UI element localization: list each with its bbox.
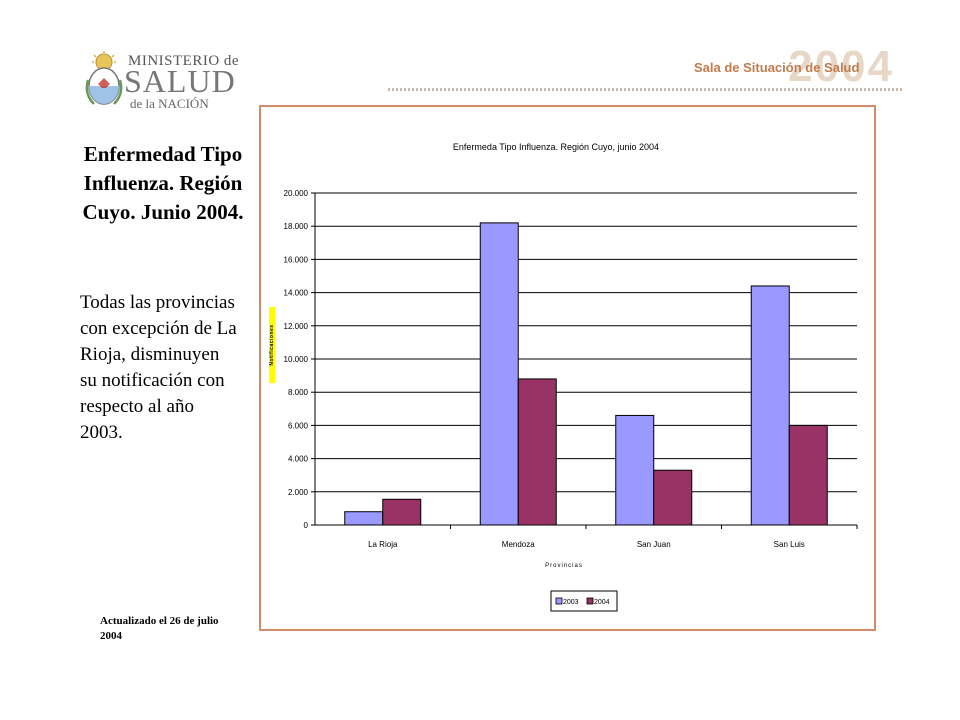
y-tick-label: 8.000 <box>288 388 309 397</box>
legend-label: 2003 <box>563 599 579 606</box>
chart-frame: Enfermeda Tipo Influenza. Región Cuyo, j… <box>259 105 876 631</box>
legend-swatch-2004 <box>586 597 594 605</box>
bar-2003 <box>615 414 655 526</box>
logo-ministry-text: MINISTERIO de <box>128 53 240 69</box>
logo-salud-text: SALUD <box>124 63 236 99</box>
update-note: Actualizado el 26 de julio 2004 <box>100 615 219 642</box>
x-tick-label: San Juan <box>637 540 671 549</box>
header-divider <box>388 88 904 91</box>
program-banner: 2004 Sala de Situación de Salud <box>690 42 902 96</box>
y-tick-label: 14.000 <box>284 289 309 298</box>
x-tick-label: Mendoza <box>502 540 535 549</box>
legend-box <box>550 590 618 612</box>
banner-year: 2004 <box>788 42 894 91</box>
y-tick-label: 0 <box>304 521 309 530</box>
bar-2003 <box>750 285 790 526</box>
ylabel-highlight <box>269 307 275 383</box>
banner-program-title: Sala de Situación de Salud <box>694 60 860 75</box>
coat-of-arms-icon <box>85 51 123 105</box>
slide-description: Todas las provincias con excepción de La… <box>80 292 237 443</box>
x-tick-label: San Luis <box>774 540 805 549</box>
bar-chart: Enfermeda Tipo Influenza. Región Cuyo, j… <box>269 142 858 612</box>
y-tick-label: 6.000 <box>288 421 309 430</box>
chart-title: Enfermeda Tipo Influenza. Región Cuyo, j… <box>453 142 659 152</box>
bar-2004 <box>788 424 828 526</box>
y-tick-label: 10.000 <box>284 355 309 364</box>
bar-2004 <box>653 469 693 526</box>
y-axis-label: Notificaciones <box>269 324 275 365</box>
y-tick-label: 4.000 <box>288 455 309 464</box>
y-tick-label: 20.000 <box>284 189 309 198</box>
y-tick-label: 12.000 <box>284 322 309 331</box>
logo-nacion-text: de la NACIÓN <box>130 96 209 111</box>
slide-title: Enfermedad Tipo Influenza. Región Cuyo. … <box>82 142 244 224</box>
bar-2003 <box>479 222 519 526</box>
y-tick-label: 2.000 <box>288 488 309 497</box>
y-tick-label: 18.000 <box>284 222 309 231</box>
legend-swatch-2003 <box>555 597 563 605</box>
y-tick-label: 16.000 <box>284 255 309 264</box>
bar-2003 <box>344 511 384 526</box>
bar-2004 <box>517 378 557 526</box>
x-tick-label: La Rioja <box>368 540 398 549</box>
bar-2004 <box>382 498 422 526</box>
legend-label: 2004 <box>594 599 610 606</box>
x-axis-label: Provincias <box>545 563 583 569</box>
ministry-logo: MINISTERIO de SALUD de la NACIÓN <box>84 48 244 112</box>
